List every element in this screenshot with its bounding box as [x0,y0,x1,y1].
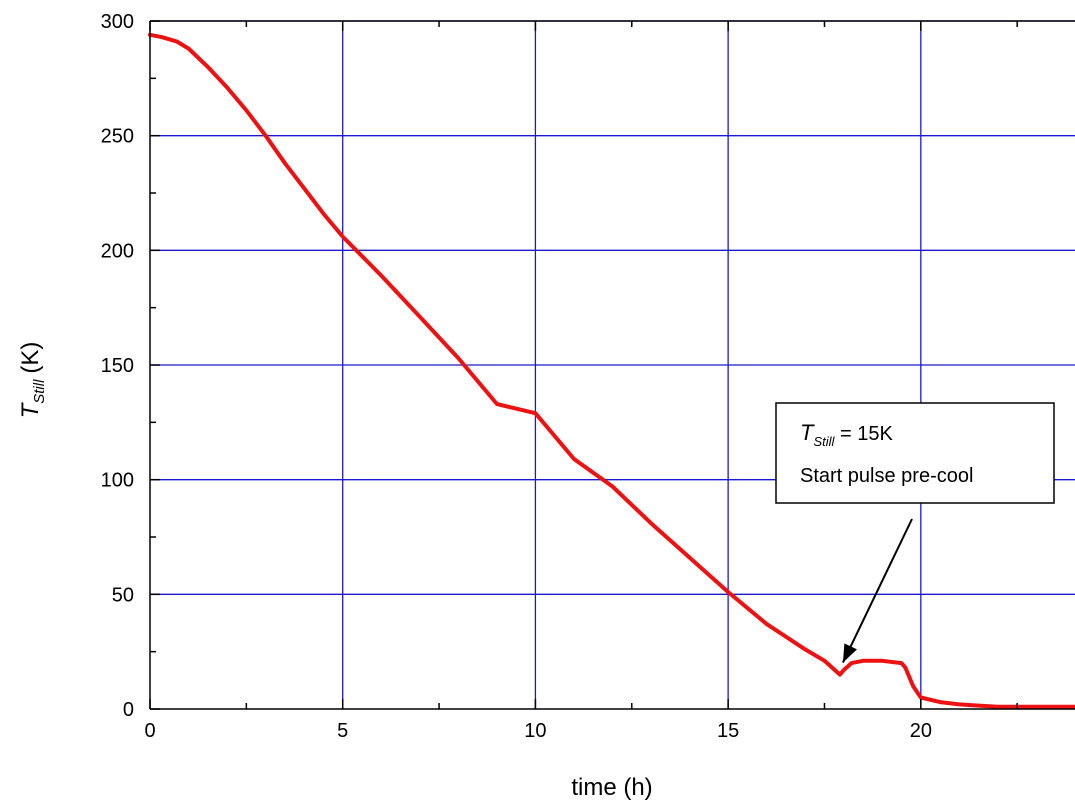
y-tick-label: 0 [123,699,134,721]
axes [149,20,1075,710]
y-axis-title-subscript: Still [31,379,48,404]
annotation-line2: Start pulse pre-cool [800,465,973,487]
x-tick-label: 0 [144,720,155,742]
x-tick-label: 5 [337,720,348,742]
x-axis-title: time (h) [571,774,652,801]
x-tick-label: 20 [910,720,932,742]
x-tick-label: 15 [717,720,739,742]
arrow-head [842,643,858,663]
grid [150,20,1075,709]
series-layer [148,32,1075,709]
y-tick-label: 250 [101,126,134,148]
annotation-t-rest: = 15K [834,423,893,445]
y-tick-label: 200 [101,240,134,262]
arrow-shaft [841,518,913,664]
annotation: TStill = 15K Start pulse pre-cool [775,402,1055,664]
annotation-line1: TStill = 15K [800,420,893,449]
y-axis-title: TStill (K) [17,342,48,419]
series-line [148,32,1075,709]
y-axis-title-unit: (K) [17,342,44,374]
annotation-t-sub: Still [813,434,835,449]
svg-text:TStill(K): TStill (K) [17,342,48,419]
y-axis-title-main: T [17,401,44,418]
annotation-arrow [841,518,913,664]
annotation-t-main: T [800,420,815,445]
y-tick-label: 100 [101,470,134,492]
y-tick-label: 50 [112,584,134,606]
annotation-box [775,402,1055,504]
x-tick-label: 10 [524,720,546,742]
y-tick-label: 300 [101,11,134,33]
y-tick-label: 150 [101,355,134,377]
